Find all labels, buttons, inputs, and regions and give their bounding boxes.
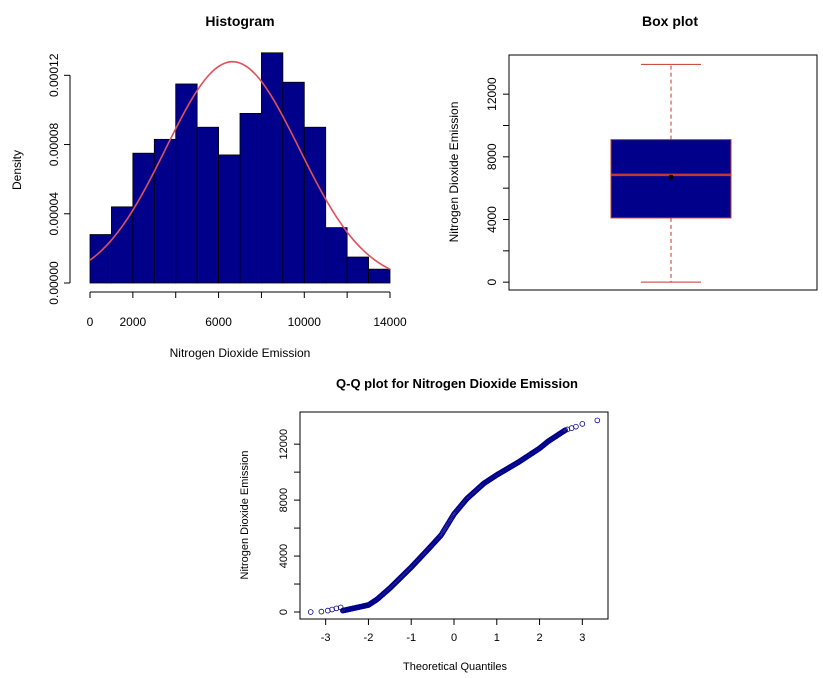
- histogram-bar: [218, 154, 241, 284]
- qq-points: [307, 417, 601, 615]
- qq-y-tick-label: 0: [278, 609, 290, 615]
- boxplot-y-tick-label: 4000: [485, 206, 499, 233]
- boxplot-y-tick-label: 8000: [485, 143, 499, 170]
- qq-x-tick-label: 0: [451, 632, 457, 644]
- histogram-x-tick-label: 0: [87, 315, 94, 329]
- qq-point: [337, 604, 344, 611]
- histogram-bar: [89, 234, 112, 284]
- qq-y-tick-label: 4000: [278, 544, 290, 568]
- histogram-bar: [239, 112, 262, 284]
- histogram-bars: [89, 52, 391, 284]
- histogram-bar: [111, 206, 134, 284]
- histogram-bar: [175, 83, 198, 284]
- histogram-y-label: Density: [10, 150, 24, 190]
- histogram-bar: [261, 52, 284, 284]
- histogram-y-tick-label: 0.00012: [47, 53, 61, 97]
- histogram-x-tick-label: 6000: [205, 315, 232, 329]
- histogram-x-tick-label: 10000: [288, 315, 322, 329]
- qq-point: [307, 609, 314, 615]
- qq-point: [318, 608, 325, 615]
- histogram-bar: [282, 81, 305, 284]
- qq-x-tick-label: -3: [321, 632, 331, 644]
- boxplot-y-tick-label: 0: [485, 279, 499, 286]
- histogram-x-tick-label: 14000: [373, 315, 407, 329]
- boxplot-y-label: Nitrogen Dioxide Emission: [447, 102, 461, 243]
- qq-x-tick-label: 3: [579, 632, 585, 644]
- histogram-bar: [346, 256, 369, 284]
- histogram-x-tick-label: 2000: [120, 315, 147, 329]
- boxplot-body: [610, 63, 732, 283]
- qq-x-label: Theoretical Quantiles: [403, 661, 507, 673]
- histogram-bar: [132, 152, 155, 284]
- qq-x-ticks: -3 -2 -1 0 1 2 3: [321, 618, 585, 644]
- histogram-bar: [153, 138, 177, 284]
- histogram-y-ticks: 0.00000 0.00004 0.00008 0.00012: [47, 53, 70, 305]
- histogram-bar: [196, 126, 219, 284]
- histogram-bar: [303, 126, 327, 284]
- qq-y-tick-label: 8000: [278, 488, 290, 512]
- boxplot-panel: Box plot 0 4000 8000 12000 Nitrogen Dioxide…: [447, 13, 818, 291]
- histogram-y-tick-label: 0.00004: [47, 192, 61, 236]
- histogram-title: Histogram: [205, 13, 274, 29]
- qq-y-tick-label: 12000: [278, 429, 290, 460]
- qq-point: [594, 417, 601, 424]
- histogram-panel: Histogram 0.00000 0.00004 0.00008 0.00012 0…: [10, 13, 407, 360]
- qq-point: [573, 423, 579, 430]
- histogram-bar: [325, 227, 348, 284]
- histogram-bar: [368, 268, 391, 284]
- histogram-density-curve: [89, 60, 391, 270]
- boxplot-y-tick-label: 12000: [485, 77, 499, 111]
- histogram-y-tick-label: 0.00008: [47, 123, 61, 167]
- boxplot-mean-point: [668, 174, 674, 180]
- histogram-y-tick-label: 0.00000: [47, 261, 61, 305]
- qq-x-tick-label: 2: [536, 632, 542, 644]
- qq-x-tick-label: 1: [494, 632, 500, 644]
- qq-x-tick-label: -1: [406, 632, 416, 644]
- boxplot-title: Box plot: [642, 13, 698, 29]
- qq-plot-panel: Q-Q plot for Nitrogen Dioxide Emission 0…: [239, 376, 609, 673]
- histogram-x-ticks: 0 2000 6000 10000 14000: [87, 292, 407, 329]
- qq-point: [579, 421, 586, 427]
- histogram-x-label: Nitrogen Dioxide Emission: [170, 346, 311, 360]
- qq-title: Q-Q plot for Nitrogen Dioxide Emission: [336, 376, 578, 391]
- qq-y-ticks: 0 4000 8000 12000: [278, 429, 301, 615]
- qq-x-tick-label: -2: [364, 632, 374, 644]
- qq-y-label: Nitrogen Dioxide Emission: [239, 451, 251, 580]
- boxplot-y-ticks: 0 4000 8000 12000: [485, 77, 510, 286]
